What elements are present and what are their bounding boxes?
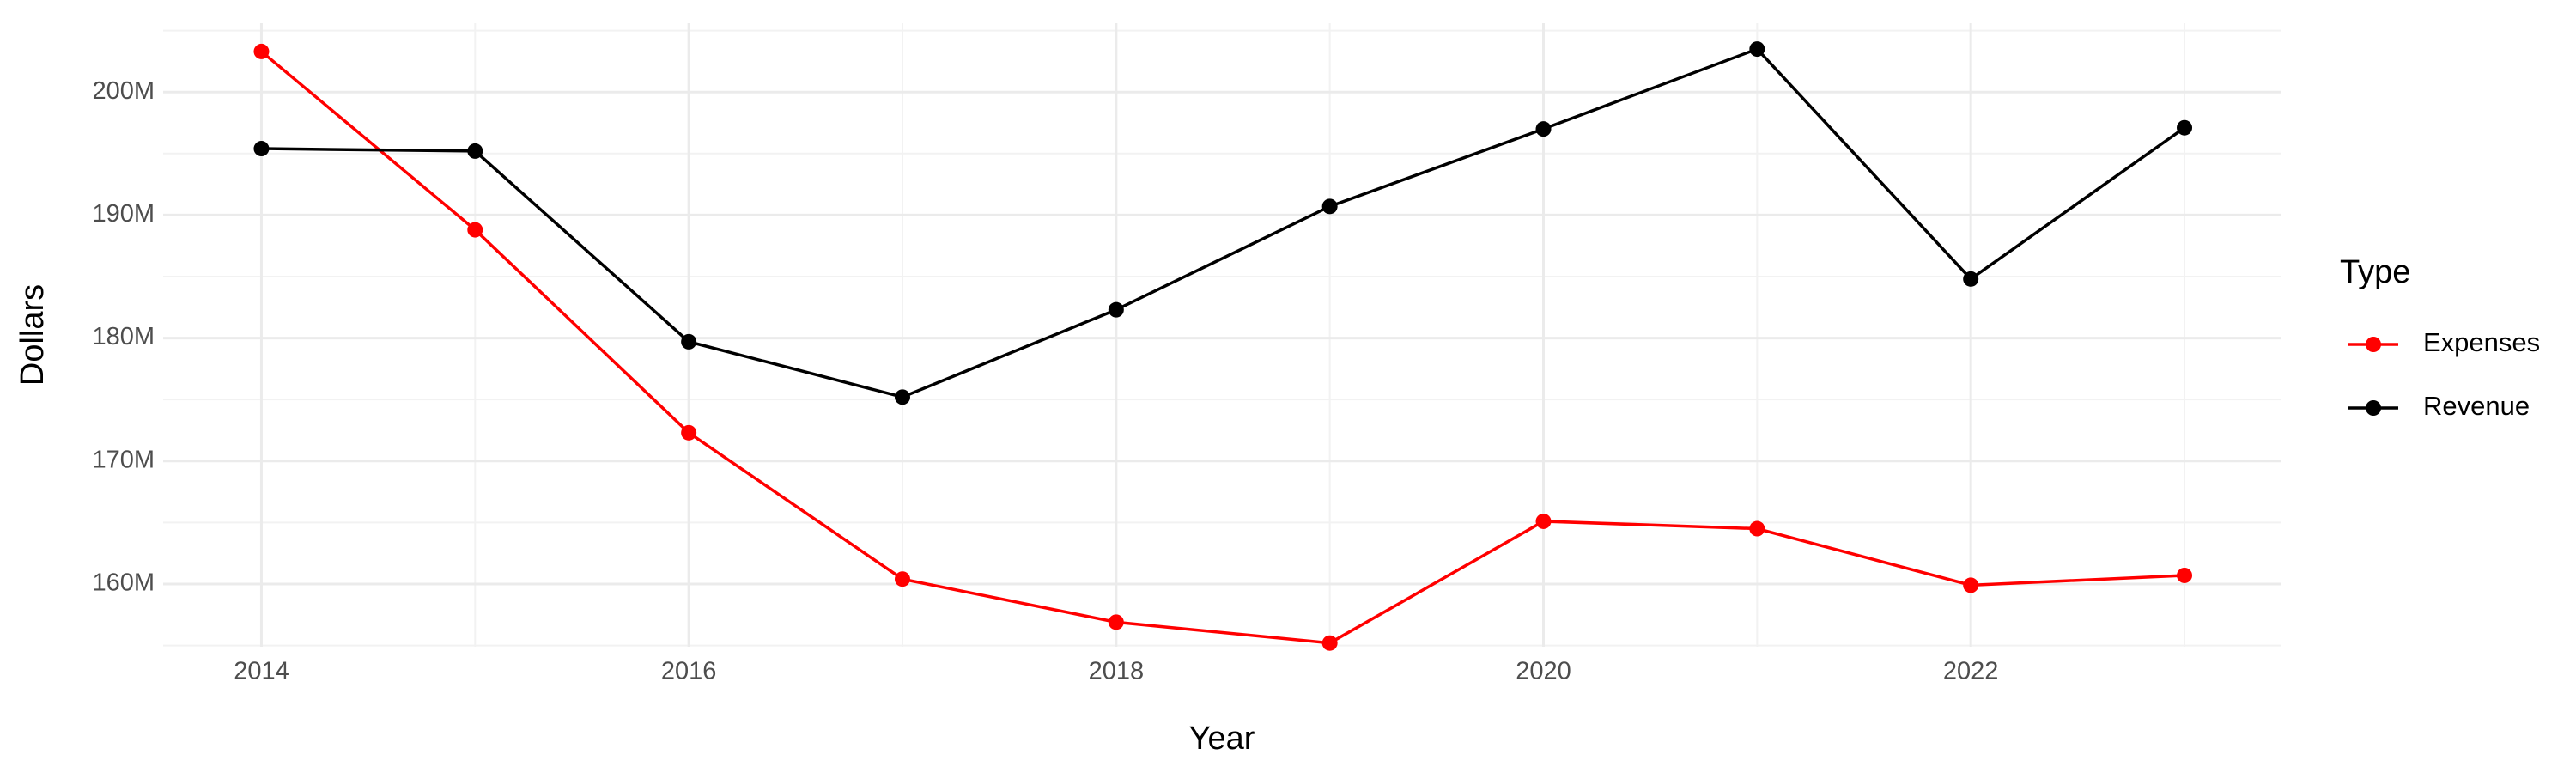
legend-label: Revenue [2423,391,2530,421]
data-point [1321,635,1338,651]
data-point [1108,614,1124,630]
data-point [253,43,270,59]
data-point [467,222,483,238]
series-line [261,47,2186,399]
data-point [1749,41,1765,58]
data-point [1963,271,1979,287]
data-point [894,389,910,405]
x-tick-label: 2018 [1089,658,1145,685]
data-point [1321,198,1338,215]
y-tick-label: 180M [92,323,155,350]
x-tick-label: 2020 [1516,658,1571,685]
data-point [1963,577,1979,593]
x-axis-title: Year [1189,721,1255,757]
y-tick-label: 190M [92,200,155,228]
y-axis-title: Dollars [15,284,51,386]
data-point [1535,121,1552,137]
y-tick-label: 170M [92,446,155,473]
y-tick-label: 160M [92,569,155,597]
x-tick-label: 2014 [234,658,289,685]
data-point [894,571,910,587]
data-point [2177,119,2193,136]
data-point [681,424,697,441]
data-point [2177,567,2193,583]
legend-title: Type [2340,254,2410,290]
data-point [1749,520,1765,537]
x-tick-label: 2016 [661,658,717,685]
legend-key-point [2366,400,2381,416]
data-point [681,333,697,350]
legend-label: Expenses [2423,327,2540,357]
legend-key-point [2366,337,2381,352]
data-point [467,143,483,159]
data-point [1108,301,1124,318]
data-point [253,141,270,157]
y-tick-label: 200M [92,77,155,105]
data-point [1535,513,1552,529]
x-tick-label: 2022 [1943,658,1999,685]
series-line [260,50,2185,645]
